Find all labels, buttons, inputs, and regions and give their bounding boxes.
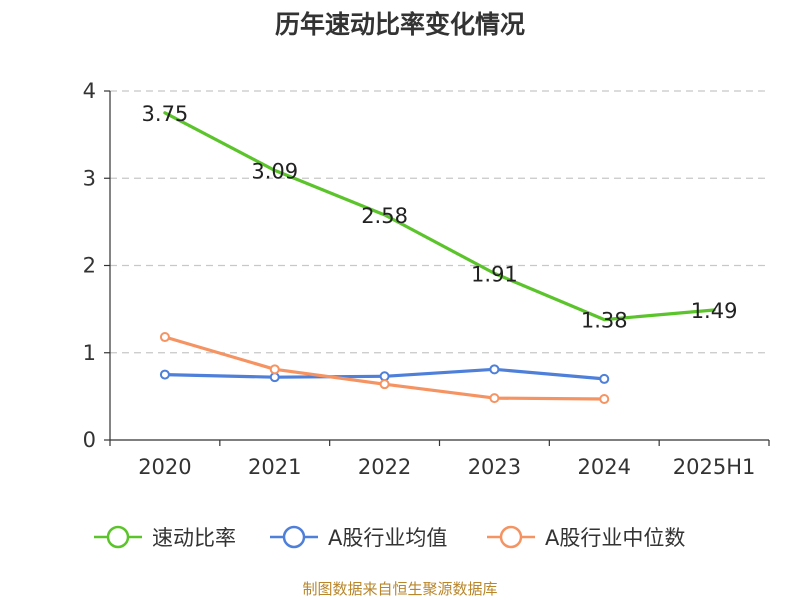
legend-swatch-circle	[282, 525, 306, 549]
y-tick-label-4: 4	[83, 79, 96, 103]
x-tick-label-2025H1: 2025H1	[673, 455, 756, 479]
data-label-2024: 1.38	[581, 309, 628, 333]
legend-swatch-circle	[499, 525, 523, 549]
axes: 0 1 2 3 4 2020 2021 2022 2023 2024 2025H1	[83, 79, 770, 479]
data-point-s1-2021	[269, 372, 280, 383]
legend-item-0[interactable]: 速动比率	[94, 525, 236, 550]
y-tick-label-1: 1	[83, 341, 96, 365]
data-label-2020: 3.75	[142, 102, 189, 126]
legend-label: A股行业中位数	[545, 526, 685, 550]
series-line-0	[163, 111, 716, 322]
data-label-2021: 3.09	[251, 159, 298, 183]
data-label-2022: 2.58	[361, 204, 408, 228]
data-point-s2-2021	[269, 364, 280, 375]
legend-item-2[interactable]: A股行业中位数	[487, 525, 685, 550]
data-point-s1-2023	[489, 364, 500, 375]
data-point-s2-2024	[599, 393, 610, 404]
legend-label: A股行业均值	[328, 526, 447, 550]
x-tick-label-2023: 2023	[468, 455, 521, 479]
series-line-2	[163, 335, 606, 401]
data-label-2025H1: 1.49	[691, 299, 738, 323]
series-group	[159, 111, 716, 404]
data-point-s1-2022	[379, 371, 390, 382]
y-tick-label-0: 0	[83, 428, 96, 452]
x-tick-label-2022: 2022	[358, 455, 411, 479]
data-point-s1-2024	[599, 373, 610, 384]
legend-swatch-circle	[106, 525, 130, 549]
source-note: 制图数据来自恒生聚源数据库	[302, 580, 497, 598]
y-tick-label-3: 3	[83, 166, 96, 190]
chart-title: 历年速动比率变化情况	[275, 10, 525, 39]
data-point-s1-2020	[159, 369, 170, 380]
data-point-s2-2020	[159, 332, 170, 343]
x-tick-label-2024: 2024	[578, 455, 631, 479]
data-labels: 3.75 3.09 2.58 1.91 1.38 1.49	[142, 102, 738, 333]
data-label-2023: 1.91	[471, 262, 518, 286]
legend-item-1[interactable]: A股行业均值	[270, 525, 447, 550]
x-tick-label-2020: 2020	[138, 455, 191, 479]
data-point-s2-2022	[379, 379, 390, 390]
x-tick-label-2021: 2021	[248, 455, 301, 479]
data-point-s2-2023	[489, 393, 500, 404]
legend-label: 速动比率	[152, 526, 236, 550]
y-tick-label-2: 2	[83, 254, 96, 278]
legend[interactable]: 速动比率 A股行业均值 A股行业中位数	[94, 525, 685, 550]
